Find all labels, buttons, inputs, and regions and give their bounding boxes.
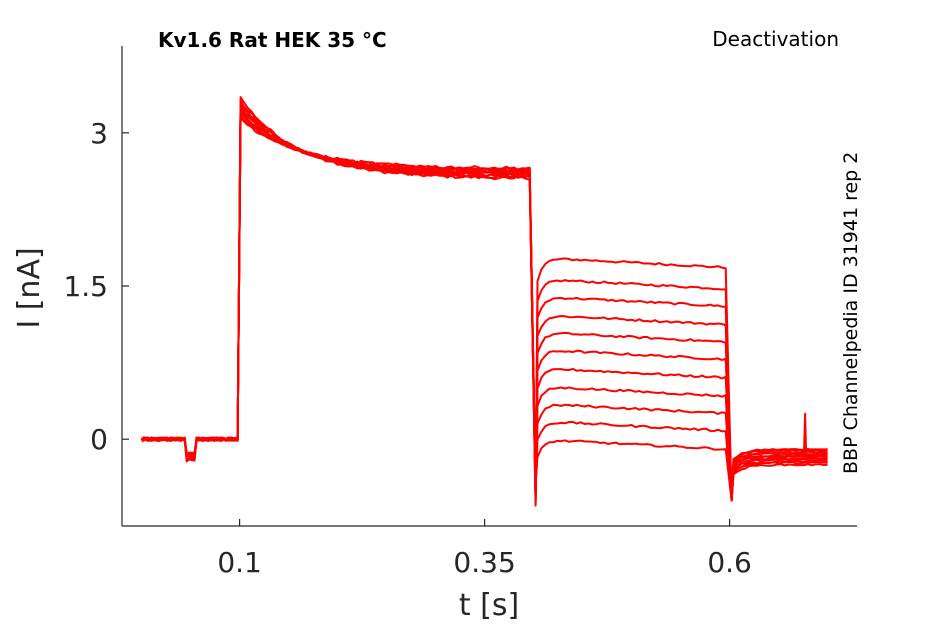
y-tick-label: 3 — [90, 117, 108, 150]
current-trace — [141, 96, 828, 507]
current-trace — [141, 107, 828, 502]
y-axis-label: I [nA] — [12, 247, 47, 328]
x-axis-label: t [s] — [459, 588, 519, 623]
y-tick-label: 1.5 — [63, 270, 108, 303]
protocol-label: Deactivation — [712, 27, 839, 51]
chart-title: Kv1.6 Rat HEK 35 °C — [158, 28, 387, 52]
current-trace — [141, 115, 828, 502]
y-tick-label: 0 — [90, 423, 108, 456]
current-traces — [140, 96, 828, 507]
current-trace — [141, 117, 828, 502]
x-tick-label: 0.1 — [217, 546, 262, 579]
current-trace — [141, 99, 828, 505]
x-tick-label: 0.6 — [707, 546, 752, 579]
current-trace — [140, 103, 828, 502]
x-axis-ticks: 0.1 0.35 0.6 — [217, 519, 752, 579]
current-trace — [141, 105, 828, 502]
y-axis-ticks: 01.53 — [63, 117, 129, 456]
current-trace — [141, 101, 828, 503]
recording-id-label: BBP Channelpedia ID 31941 rep 2 — [840, 152, 862, 474]
x-tick-label: 0.35 — [453, 546, 515, 579]
